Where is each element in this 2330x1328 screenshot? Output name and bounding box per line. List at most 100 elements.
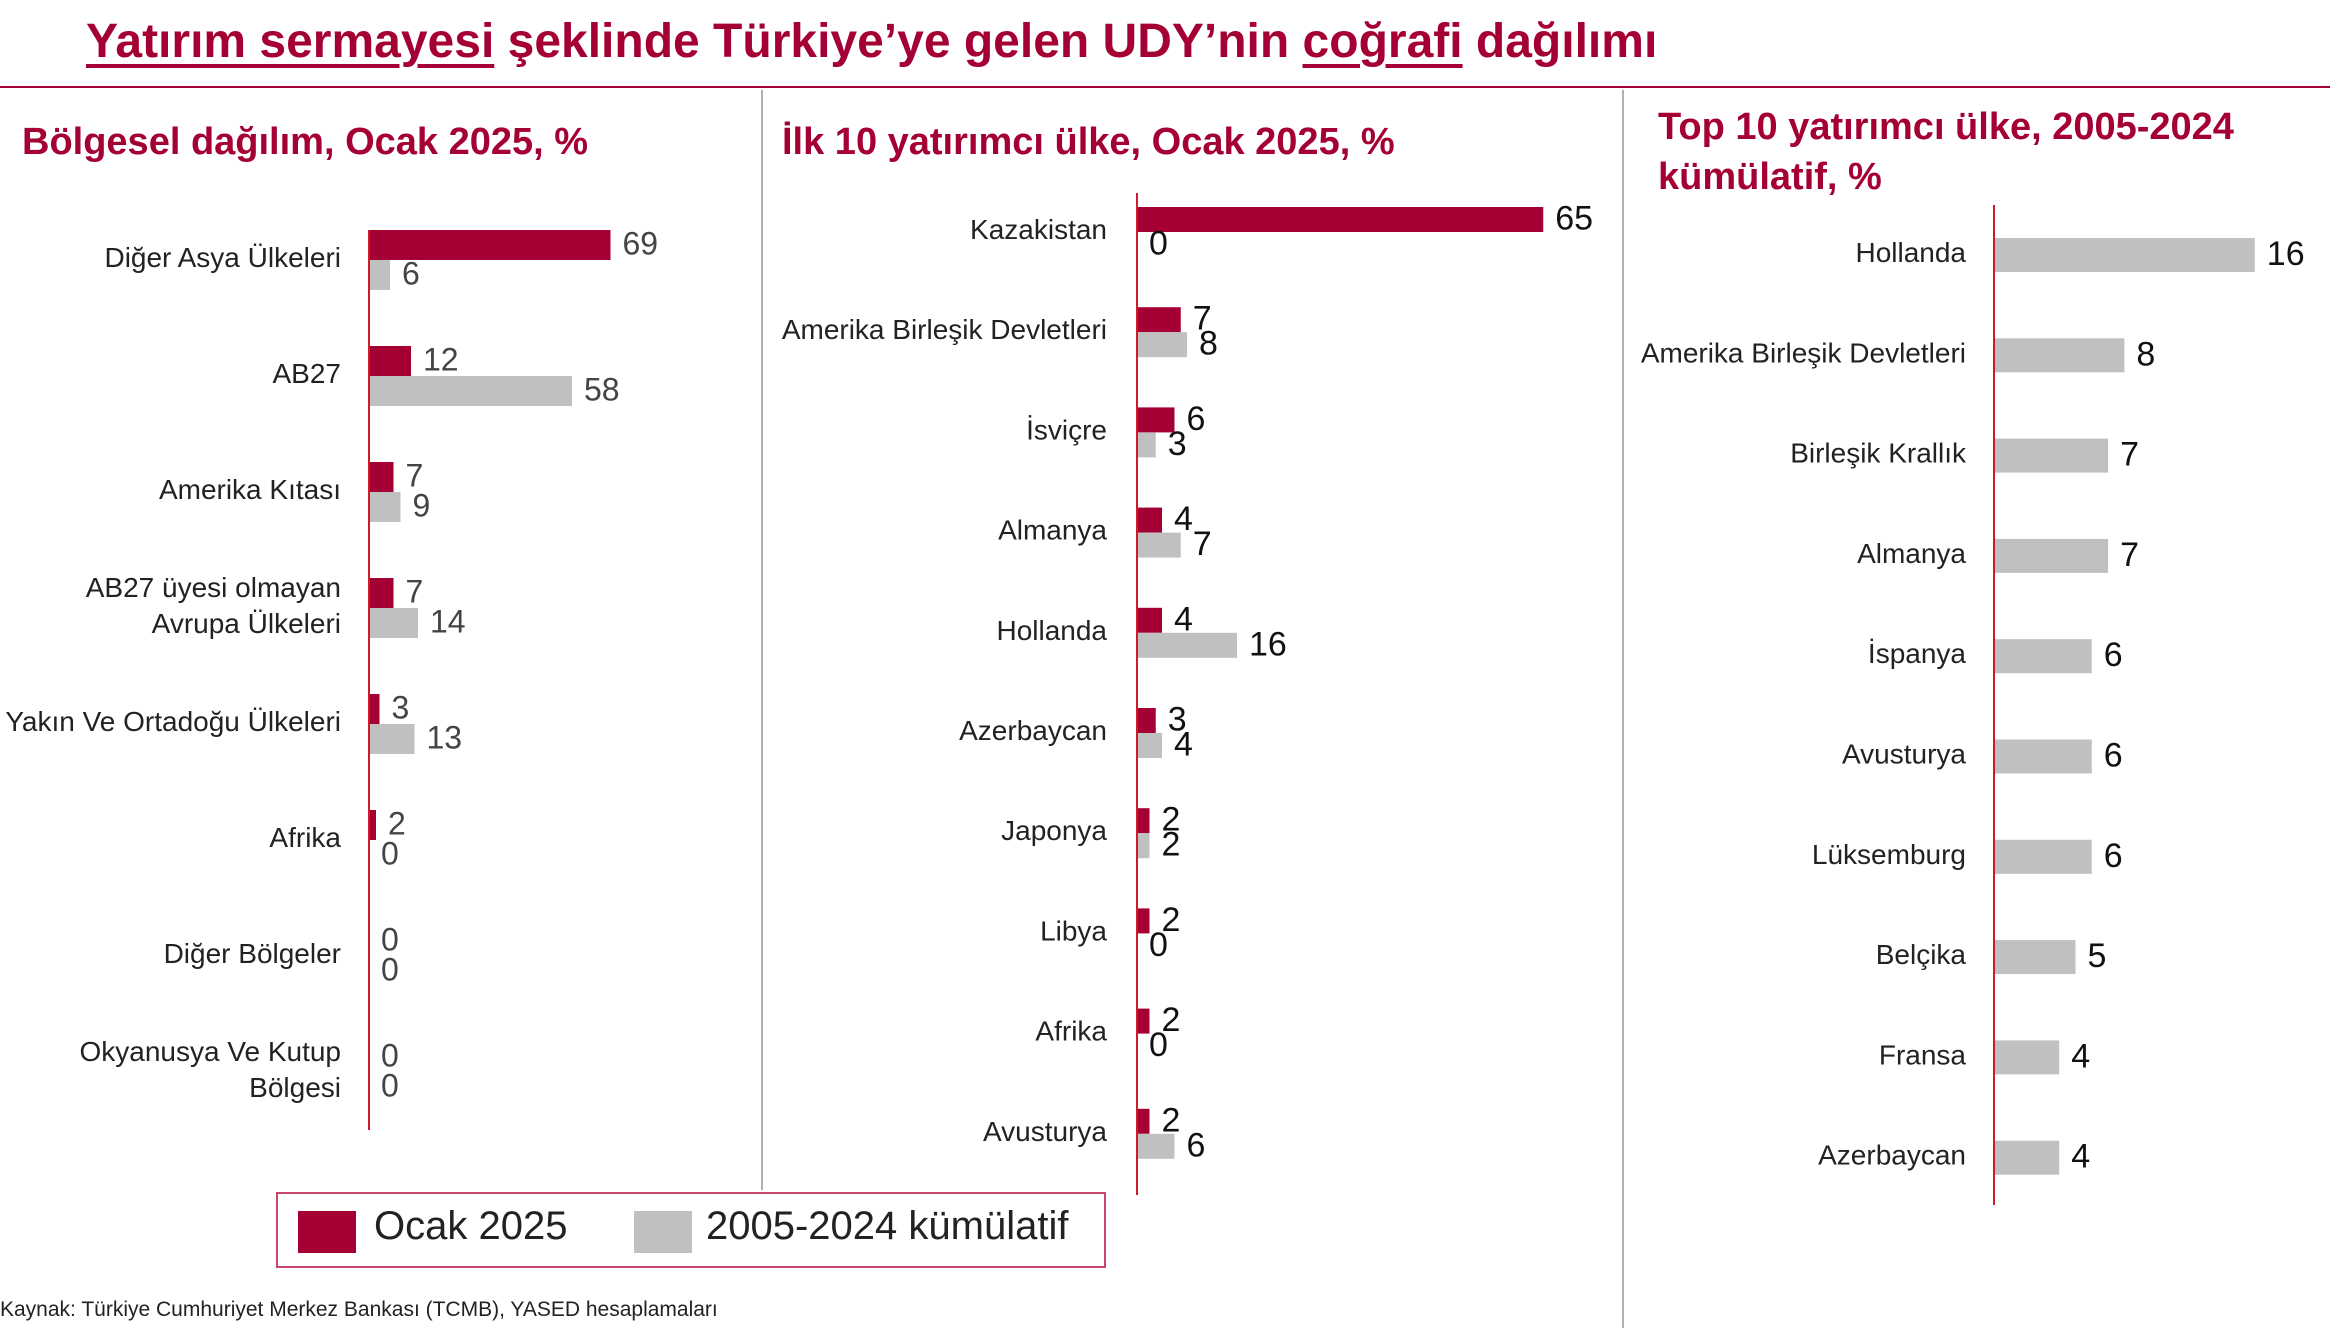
chart-1-category-label: Diğer Bölgeler	[164, 938, 341, 969]
chart-1-category-label: Okyanusya Ve Kutup Bölgesi	[79, 1036, 341, 1103]
chart-1-data-label: 3	[392, 689, 410, 725]
chart-2-data-label: 2	[1162, 901, 1181, 939]
category-label-line: Lüksemburg	[1812, 839, 1966, 870]
chart-3-data-label: 4	[2071, 1037, 2090, 1075]
chart-2-bar-kumulatif	[1137, 733, 1162, 758]
chart-2-bar-ocak	[1137, 407, 1175, 433]
chart-2-data-label: 0	[1149, 1026, 1168, 1064]
category-label-line: Libya	[1040, 916, 1107, 947]
category-label-line: Amerika Kıtası	[159, 474, 341, 505]
category-label-line: Japonya	[1001, 816, 1107, 847]
chart-2-bar-ocak	[1137, 708, 1156, 733]
category-label-line: Azerbaycan	[1818, 1140, 1966, 1171]
chart-2-data-label: 4	[1174, 500, 1193, 538]
legend-swatch-kumulatif	[634, 1211, 692, 1253]
chart-2-bar-kumulatif	[1137, 332, 1187, 358]
chart-1-category-label: Amerika Kıtası	[159, 474, 341, 505]
chart-1-bar-kumulatif	[369, 492, 401, 522]
category-label-line: İspanya	[1868, 639, 1966, 670]
chart-2-bar-kumulatif	[1137, 532, 1181, 558]
category-label-line: AB27	[273, 358, 342, 389]
category-label-line: Birleşik Krallık	[1790, 438, 1967, 469]
chart-1-bar-kumulatif	[369, 260, 390, 290]
chart-2-bar-ocak	[1137, 307, 1181, 333]
chart-2-data-label: 16	[1249, 625, 1287, 663]
chart-3-category-label: İspanya	[1868, 639, 1966, 670]
page-title: Yatırım sermayesi şeklinde Türkiye’ye ge…	[86, 14, 1657, 69]
chart-2-data-label: 2	[1162, 801, 1181, 839]
chart-1-data-label: 12	[423, 341, 459, 377]
chart-2-category-label: Japonya	[1001, 816, 1107, 847]
chart-1-bar-ocak	[369, 694, 380, 724]
chart-2-bar-kumulatif	[1137, 833, 1150, 859]
title-part-1: Yatırım sermayesi	[86, 15, 495, 68]
chart-2-category-label: Afrika	[1035, 1016, 1107, 1047]
chart-2-data-label: 0	[1149, 926, 1168, 964]
chart-2-category-label: Almanya	[998, 515, 1107, 546]
chart-2-bar-ocak	[1137, 1108, 1150, 1134]
chart-2-bar-ocak	[1137, 607, 1162, 633]
chart-1-title: Bölgesel dağılım, Ocak 2025, %	[22, 121, 589, 163]
chart-1-data-label: 9	[413, 487, 431, 523]
chart-3-data-label: 6	[2104, 837, 2123, 875]
chart-2-data-label: 3	[1168, 700, 1187, 738]
chart-2-data-label: 65	[1555, 199, 1593, 237]
chart-1-data-label: 7	[406, 457, 424, 493]
chart-1-bar-ocak	[369, 346, 411, 376]
chart-2-bar-ocak	[1137, 507, 1162, 533]
chart-1-data-label: 69	[623, 225, 659, 261]
chart-2-data-label: 6	[1187, 400, 1206, 438]
chart-3-category-label: Fransa	[1879, 1040, 1967, 1071]
chart-2-data-label: 6	[1187, 1126, 1206, 1164]
chart-1-data-label: 58	[584, 371, 620, 407]
title-rule	[0, 86, 2330, 88]
category-label-line: Fransa	[1879, 1040, 1967, 1071]
chart-1-category-label: Yakın Ve Ortadoğu Ülkeleri	[5, 706, 341, 737]
chart-2-bar-ocak	[1137, 1008, 1150, 1034]
category-label-line: Belçika	[1876, 939, 1967, 970]
chart-2-data-label: 7	[1193, 300, 1212, 338]
chart-3-bar-kumulatif	[1994, 538, 2109, 573]
legend-swatch-ocak	[298, 1211, 356, 1253]
category-label-line: Bölgesi	[249, 1072, 341, 1103]
chart-1-data-label: 0	[381, 951, 399, 987]
category-label-line: Avrupa Ülkeleri	[152, 608, 341, 639]
chart-3-data-label: 6	[2104, 636, 2123, 674]
category-label-line: Afrika	[269, 822, 341, 853]
chart-2-data-label: 3	[1168, 425, 1187, 463]
chart-3-bar-kumulatif	[1994, 1140, 2060, 1175]
legend: Ocak 2025 2005-2024 kümülatif	[276, 1192, 1106, 1268]
chart-1-category-label: Diğer Asya Ülkeleri	[104, 242, 341, 273]
category-label-line: Diğer Bölgeler	[164, 938, 341, 969]
chart-3-category-label: Azerbaycan	[1818, 1140, 1966, 1171]
chart-2-category-label: Hollanda	[996, 615, 1107, 646]
chart-3-data-label: 5	[2088, 937, 2107, 975]
chart-1-data-label: 0	[381, 1067, 399, 1103]
chart-3-category-label: Almanya	[1857, 538, 1966, 569]
chart-3-title: Top 10 yatırımcı ülke, 2005-2024 kümülat…	[1658, 106, 2234, 198]
chart-2-data-label: 7	[1193, 525, 1212, 563]
chart-2-category-label: Azerbaycan	[959, 715, 1107, 746]
chart-1-bar-ocak	[369, 230, 611, 260]
chart-3-category-label: Belçika	[1876, 939, 1967, 970]
chart-1-data-label: 0	[381, 1037, 399, 1073]
chart-3-data-label: 7	[2120, 536, 2139, 574]
title-part-2: şeklinde Türkiye’ye gelen UDY’nin	[494, 15, 1303, 68]
category-label-line: Almanya	[998, 515, 1107, 546]
category-label-line: İsviçre	[1026, 415, 1107, 446]
chart-3-data-label: 7	[2120, 436, 2139, 474]
chart-2-category-label: İsviçre	[1026, 415, 1107, 446]
panel-divider-2	[1622, 90, 1624, 1328]
chart-2-category-label: Kazakistan	[970, 214, 1107, 245]
source-note: Kaynak: Türkiye Cumhuriyet Merkez Bankas…	[0, 1298, 718, 1321]
category-label-line: Hollanda	[1855, 237, 1966, 268]
chart-1-category-label: Afrika	[269, 822, 341, 853]
chart-1-bar-kumulatif	[369, 376, 572, 406]
chart-1-bar-kumulatif	[369, 724, 415, 754]
title-part-3: coğrafi	[1302, 15, 1463, 68]
chart-3-bar-kumulatif	[1994, 839, 2092, 874]
category-label-line: Almanya	[1857, 538, 1966, 569]
legend-label-kumulatif: 2005-2024 kümülatif	[706, 1204, 1069, 1248]
chart-2-data-label: 2	[1162, 1101, 1181, 1139]
chart-3-category-label: Hollanda	[1855, 237, 1966, 268]
